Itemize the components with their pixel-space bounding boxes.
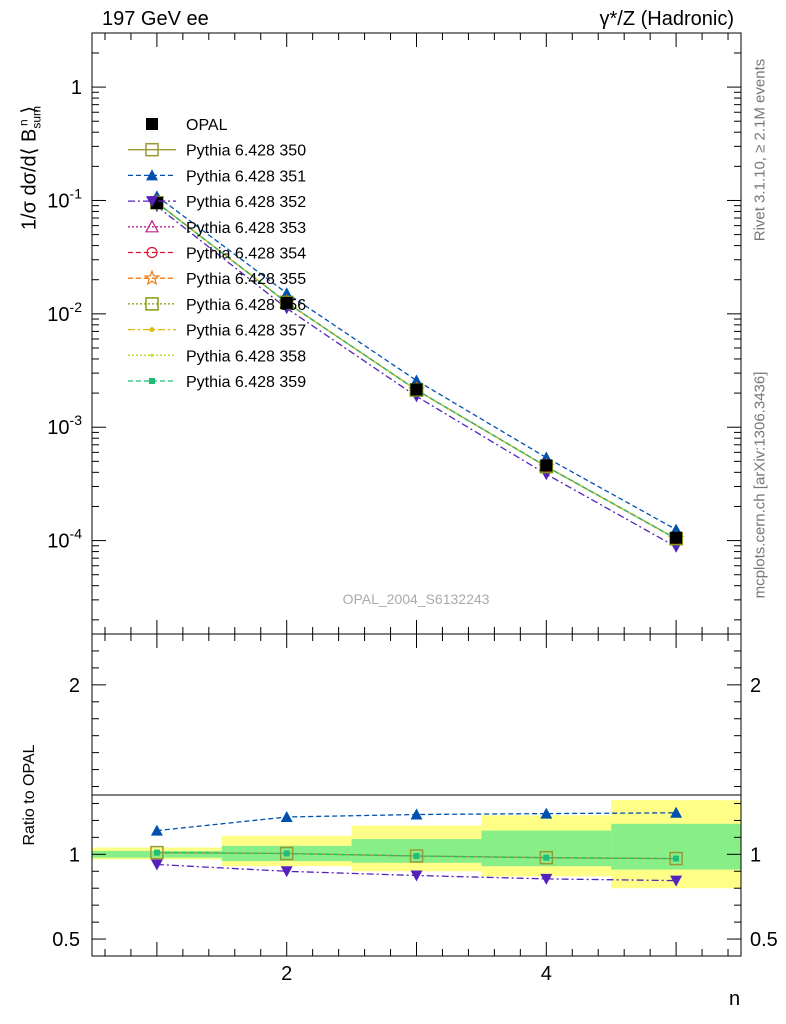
process-label: γ*/Z (Hadronic) <box>599 8 734 30</box>
mcplots-label: mcplots.cern.ch [arXiv:1306.3436] <box>751 371 769 599</box>
ratio-point <box>283 850 290 857</box>
legend-label: Pythia 6.428 354 <box>186 246 306 263</box>
ratio-point <box>280 811 293 823</box>
main-panel: 1 10-1 10-2 10-3 10-4 <box>47 32 742 635</box>
legend-label: OPAL <box>186 117 228 134</box>
legend-entry-pythia-6-428-350: Pythia 6.428 350 <box>128 143 306 160</box>
legend-label: Pythia 6.428 357 <box>186 323 306 340</box>
legend-entry-pythia-6-428-356: Pythia 6.428 356 <box>128 297 306 314</box>
uncertainty-band-inner <box>351 839 482 863</box>
legend-entry-pythia-6-428-351: Pythia 6.428 351 <box>128 168 306 185</box>
ratio-y-tick-label: 1 <box>69 844 80 866</box>
legend-label: Pythia 6.428 358 <box>186 348 306 365</box>
ratio-y-tick-label-right: 0.5 <box>750 929 778 951</box>
analysis-watermark: OPAL_2004_S6132243 <box>342 591 490 607</box>
ratio-point <box>413 853 420 860</box>
ratio-point <box>150 859 163 871</box>
ratio-point <box>150 845 164 860</box>
ratio-point <box>670 806 683 818</box>
main-y-axis-label: 1/σ dσ/d⟨ Bsumn ⟩ <box>16 105 44 231</box>
legend-marker <box>143 269 161 286</box>
ratio-point <box>670 875 683 887</box>
main-y-axis-label-text: 1/σ dσ/d⟨ B <box>18 128 41 231</box>
data-point <box>670 531 683 544</box>
legend-label: Pythia 6.428 350 <box>186 143 306 160</box>
rivet-label: Rivet 3.1.10, ≥ 2.1M events <box>751 58 769 242</box>
legend-entry-pythia-6-428-355: Pythia 6.428 355 <box>128 269 306 288</box>
legend-entry-pythia-6-428-358: Pythia 6.428 358 <box>128 348 306 365</box>
legend-label: Pythia 6.428 353 <box>186 220 306 237</box>
ratio-point <box>540 807 553 819</box>
ratio-y-axis-label: Ratio to OPAL <box>21 744 38 846</box>
data-point <box>280 296 293 309</box>
y-tick-label: 1 <box>71 77 82 99</box>
ratio-point <box>540 873 553 885</box>
legend-marker <box>146 246 158 259</box>
ratio-series-pythia-6-428-359 <box>153 849 680 862</box>
legend-label: Pythia 6.428 359 <box>186 374 306 391</box>
legend-marker <box>146 169 158 181</box>
data-point <box>280 287 293 299</box>
y-tick-label: 10-4 <box>47 526 82 553</box>
legend-marker <box>146 118 158 130</box>
ratio-series-pythia-6-428-351 <box>150 806 683 836</box>
legend: OPAL Pythia 6.428 350 Pythia 6.428 351 Pyth… <box>128 117 306 391</box>
series-line <box>156 205 677 548</box>
x-tick-label: 4 <box>541 963 552 985</box>
series-line <box>156 195 677 531</box>
ratio-y-tick-label: 0.5 <box>52 929 80 951</box>
data-point <box>410 374 423 386</box>
legend-marker <box>146 196 158 208</box>
legend-label: Pythia 6.428 355 <box>186 271 306 288</box>
legend-marker <box>144 219 160 233</box>
ratio-y-tick-label: 2 <box>69 675 80 697</box>
legend-entry-pythia-6-428-354: Pythia 6.428 354 <box>128 246 306 263</box>
ratio-y-tick-label-right: 2 <box>750 675 761 697</box>
legend-entry-pythia-6-428-357: Pythia 6.428 357 <box>128 323 306 340</box>
series-opal <box>150 196 683 544</box>
data-point <box>540 459 553 472</box>
legend-label: Pythia 6.428 352 <box>186 194 306 211</box>
legend-marker <box>145 142 159 157</box>
legend-label: Pythia 6.428 356 <box>186 297 306 314</box>
x-axis-label: n <box>729 988 741 1010</box>
legend-entry-pythia-6-428-353: Pythia 6.428 353 <box>128 219 306 237</box>
y-tick-label: 10-2 <box>47 299 82 326</box>
legend-marker <box>145 297 159 311</box>
ratio-point <box>150 824 163 836</box>
legend-marker <box>149 327 155 333</box>
y-tick-label: 10-3 <box>47 412 82 439</box>
ratio-point <box>410 870 423 882</box>
legend-label: Pythia 6.428 351 <box>186 168 306 185</box>
ratio-point <box>410 808 423 820</box>
ratio-frame <box>91 633 742 957</box>
ratio-point <box>543 854 550 861</box>
x-tick-label: 2 <box>281 963 292 985</box>
energy-label: 197 GeV ee <box>102 8 209 30</box>
legend-marker <box>150 353 154 357</box>
main-y-axis-label-sub: sum <box>29 105 44 129</box>
ratio-y-tick-label-right: 1 <box>750 844 761 866</box>
legend-entry-pythia-6-428-352: Pythia 6.428 352 <box>128 194 306 211</box>
legend-marker <box>149 378 155 384</box>
uncertainty-band-inner <box>481 830 612 867</box>
legend-entry-opal: OPAL <box>146 117 228 134</box>
y-tick-label: 10-1 <box>47 185 82 212</box>
ratio-point <box>153 849 160 856</box>
uncertainty-band-inner <box>611 823 741 870</box>
ratio-panel: 0.5 0.5 1 1 2 2 2 4 <box>52 633 778 985</box>
ratio-point <box>673 855 680 862</box>
data-point <box>410 383 423 396</box>
ratio-point <box>280 866 293 878</box>
ratio-series-pythia-6-428-352 <box>150 859 683 887</box>
legend-entry-pythia-6-428-359: Pythia 6.428 359 <box>128 374 306 391</box>
